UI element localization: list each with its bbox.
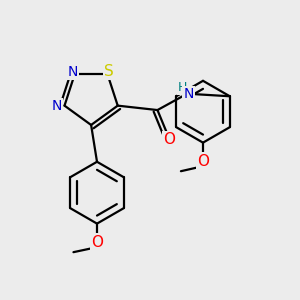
Text: H: H [178,81,187,94]
Text: O: O [163,132,175,147]
Text: N: N [52,99,62,112]
Text: N: N [68,65,78,79]
Text: N: N [183,87,194,101]
Text: S: S [104,64,114,79]
Text: O: O [197,154,209,169]
Text: O: O [91,235,103,250]
